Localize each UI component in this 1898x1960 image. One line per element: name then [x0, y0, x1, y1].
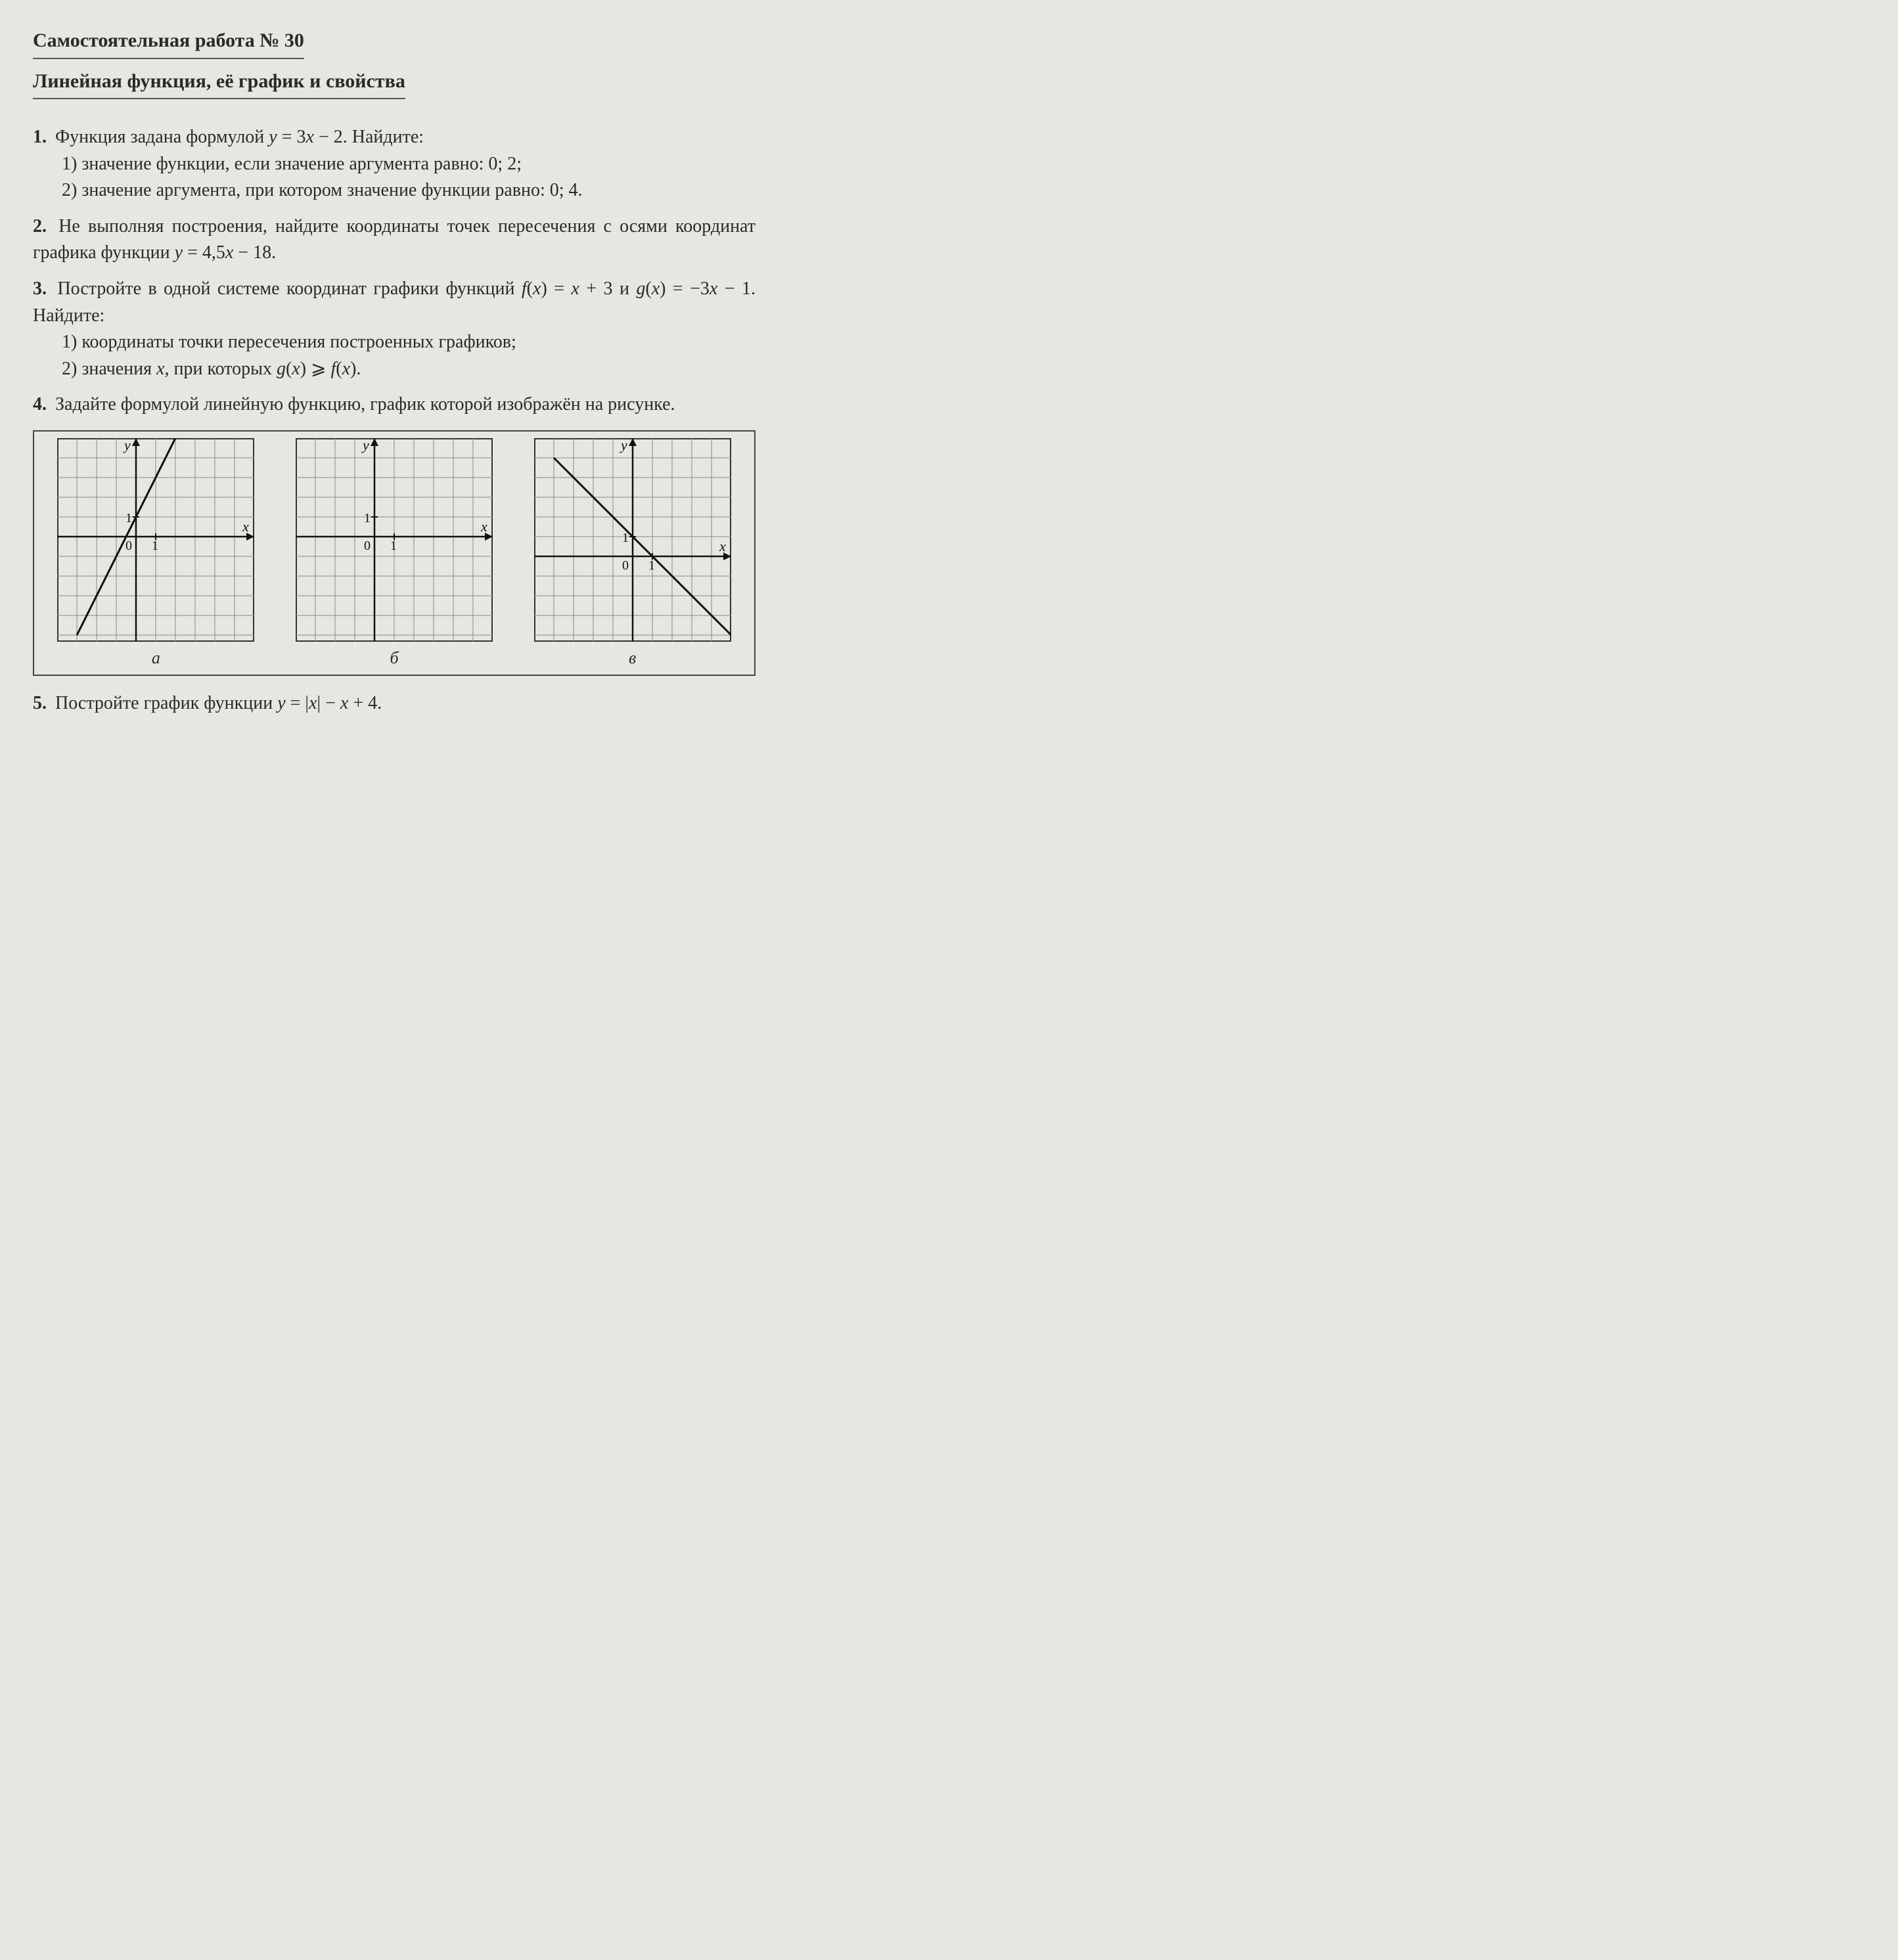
svg-text:x: x	[480, 518, 487, 535]
problem-4: 4. Задайте формулой линейную функцию, гр…	[33, 391, 756, 418]
problem-1-sub2: 2) значение аргумента, при котором значе…	[62, 177, 756, 204]
problem-1-text: Функция задана формулой y = 3x − 2. Найд…	[55, 127, 424, 147]
svg-text:1: 1	[390, 539, 397, 553]
header-1: Самостоятельная работа № 30	[33, 26, 304, 59]
svg-text:1: 1	[125, 511, 132, 525]
problem-3: 3. Постройте в одной системе координат г…	[33, 276, 756, 382]
problem-1: 1. Функция задана формулой y = 3x − 2. Н…	[33, 124, 756, 204]
problem-2: 2. Не выполняя построения, найдите коорд…	[33, 213, 756, 267]
problem-4-text: Задайте формулой линейную функцию, графи…	[55, 394, 675, 414]
header-2: Линейная функция, её график и свойства	[33, 67, 405, 100]
svg-text:0: 0	[622, 558, 629, 573]
svg-text:x: x	[242, 518, 249, 535]
chart-v-label: в	[516, 646, 749, 671]
chart-a: y x 1 0 1	[57, 438, 254, 642]
svg-text:1: 1	[364, 511, 371, 525]
problem-5: 5. Постройте график функции y = |x| − x …	[33, 690, 756, 717]
problem-1-sub1: 1) значение функции, если значение аргум…	[62, 151, 756, 178]
problem-1-num: 1.	[33, 127, 47, 147]
chart-b: y x 1 0 1	[296, 438, 493, 642]
svg-text:y: y	[123, 438, 131, 453]
chart-a-label: а	[39, 646, 273, 671]
svg-text:y: y	[620, 438, 627, 453]
svg-text:y: y	[361, 438, 369, 453]
problem-3-text: Постройте в одной системе координат граф…	[33, 278, 756, 326]
problem-3-num: 3.	[33, 278, 47, 299]
chart-v-cell: yx101 в	[516, 438, 749, 671]
svg-text:1: 1	[648, 558, 655, 573]
problem-2-num: 2.	[33, 216, 47, 236]
problem-3-sub2: 2) значения x, при которых g(x) ⩾ f(x).	[62, 356, 756, 383]
svg-text:1: 1	[152, 539, 158, 553]
problem-2-text: Не выполняя построения, найдите координа…	[33, 216, 756, 263]
problem-5-text: Постройте график функции y = |x| − x + 4…	[55, 693, 382, 713]
problem-5-num: 5.	[33, 693, 47, 713]
charts-container: y x 1 0 1 а y x 1 0 1 б y x 1 0 1 в	[33, 430, 756, 676]
chart-b-cell: y x 1 0 1 б	[278, 438, 511, 671]
chart-b-label: б	[278, 646, 511, 671]
problem-3-sub1: 1) координаты точки пересечения построен…	[62, 329, 756, 356]
svg-text:x: x	[719, 538, 726, 554]
chart-v: yx101	[534, 438, 731, 642]
svg-text:0: 0	[364, 539, 371, 553]
problem-4-num: 4.	[33, 394, 47, 414]
chart-a-cell: y x 1 0 1 а	[39, 438, 273, 671]
svg-text:0: 0	[125, 539, 132, 553]
